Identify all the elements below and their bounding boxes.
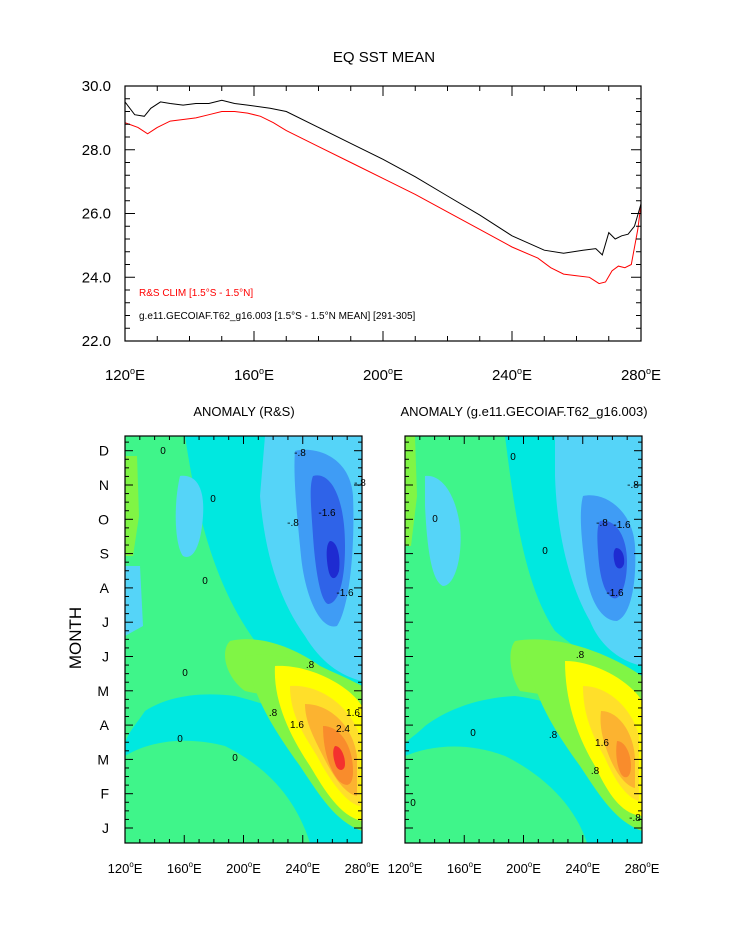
anomaly-rs-contour-labels: 0 0 0 0 0 0 -.8 -.8 -1.6 -1.6 .8 .8 1.6 2.4 1.6 -.8 (160, 446, 366, 764)
legend-entry-rs-clim: R&S CLIM [1.5°S - 1.5°N] (139, 288, 253, 299)
contour-label: 2.4 (336, 724, 350, 735)
x-tick-label: 160oE (447, 860, 482, 876)
contour-label: .8 (269, 708, 278, 719)
x-tick-label: 240oE (565, 860, 600, 876)
x-tick-label: 120oE (388, 860, 423, 876)
anomaly-rs-panel: ANOMALY (R&S) MONTH J F M A M J J A S O N D 120oE 16… (66, 404, 380, 876)
line-plot-y-tick-labels: 22.0 24.0 26.0 28.0 30.0 (82, 78, 111, 350)
month-tick-label: M (97, 751, 109, 767)
sst-line-plot: EQ SST MEAN 22.0 24.0 26.0 28.0 30.0 120oE 16… (82, 49, 661, 384)
line-plot-series (124, 99, 642, 285)
contour-label: -.8 (294, 448, 306, 459)
x-tick-label: 200oE (506, 860, 541, 876)
line-plot-title: EQ SST MEAN (333, 49, 435, 66)
contour-label: -1.6 (606, 588, 624, 599)
x-tick-label: 280oE (345, 860, 380, 876)
x-tick-label: 120oE (108, 860, 143, 876)
contour-label: -1.6 (336, 588, 354, 599)
month-tick-label: O (98, 511, 109, 527)
anomaly-model-ticks (404, 436, 643, 843)
contour-label: 0 (202, 576, 208, 587)
y-tick-label: 28.0 (82, 142, 111, 159)
x-tick-label: 120oE (105, 366, 145, 384)
anomaly-rs-ticks (124, 436, 363, 843)
line-plot-x-tick-labels: 120oE 160oE 200oE 240oE 280oE (105, 366, 661, 384)
month-tick-labels: J F M A M J J A S O N D (97, 443, 109, 836)
month-tick-label: A (100, 717, 110, 733)
contour-label: .8 (576, 650, 585, 661)
contour-label: 1.6 (595, 738, 609, 749)
anomaly-rs-title: ANOMALY (R&S) (193, 404, 294, 419)
contour-label: -.8 (627, 480, 639, 491)
series-line-model (124, 99, 642, 256)
legend-entry-model: g.e11.GECOIAF.T62_g16.003 [1.5°S - 1.5°N… (139, 311, 416, 322)
x-tick-label: 200oE (226, 860, 261, 876)
line-plot-ticks (124, 85, 642, 342)
month-tick-label: A (100, 580, 110, 596)
contour-label: 0 (232, 753, 238, 764)
contour-label: -.8 (596, 518, 608, 529)
x-tick-label: 200oE (363, 366, 403, 384)
x-tick-label: 280oE (625, 860, 660, 876)
month-tick-label: F (100, 786, 109, 802)
contour-label: 0 (510, 452, 516, 463)
x-tick-label: 160oE (167, 860, 202, 876)
contour-label: 0 (182, 668, 188, 679)
contour-label: 0 (177, 734, 183, 745)
contour-label: -.8 (287, 518, 299, 529)
contour-label: 0 (432, 514, 438, 525)
x-tick-label: 160oE (234, 366, 274, 384)
contour-label: -1.6 (318, 508, 336, 519)
anomaly-model-contour-labels: 0 0 0 0 0 -.8 -.8 -1.6 -1.6 .8 .8 .8 1.6 -.8 (410, 452, 641, 824)
contour-label: -1.6 (613, 520, 631, 531)
anomaly-model-x-tick-labels: 120oE 160oE 200oE 240oE 280oE (388, 860, 660, 876)
contour-label: 0 (542, 546, 548, 557)
anomaly-model-panel: ANOMALY (g.e11.GECOIAF.T62_g16.003) 120o… (388, 404, 660, 876)
y-tick-label: 24.0 (82, 269, 111, 286)
series-line-rs-clim (124, 111, 642, 285)
anomaly-rs-x-tick-labels: 120oE 160oE 200oE 240oE 280oE (108, 860, 380, 876)
month-tick-label: D (99, 443, 109, 459)
month-axis-label: MONTH (66, 607, 85, 669)
month-tick-label: J (102, 820, 109, 836)
line-plot-frame (124, 85, 642, 342)
contour-label: .8 (591, 766, 600, 777)
month-tick-label: J (102, 614, 109, 630)
contour-label: -.8 (629, 813, 641, 824)
x-tick-label: 240oE (285, 860, 320, 876)
contour-label: 0 (410, 798, 416, 809)
y-tick-label: 30.0 (82, 78, 111, 95)
contour-label: 0 (160, 446, 166, 457)
anomaly-model-title: ANOMALY (g.e11.GECOIAF.T62_g16.003) (400, 404, 647, 419)
contour-label: .8 (549, 730, 558, 741)
contour-label: 0 (470, 728, 476, 739)
y-tick-label: 26.0 (82, 206, 111, 223)
contour-label: -.8 (354, 478, 366, 489)
x-tick-label: 280oE (621, 366, 661, 384)
contour-label: .8 (306, 660, 315, 671)
month-tick-label: M (97, 683, 109, 699)
month-tick-label: S (100, 546, 109, 562)
y-tick-label: 22.0 (82, 333, 111, 350)
contour-label: 1.6 (346, 708, 360, 719)
month-tick-label: N (99, 477, 109, 493)
month-tick-label: J (102, 649, 109, 665)
contour-label: 0 (210, 494, 216, 505)
contour-label: 1.6 (290, 720, 304, 731)
x-tick-label: 240oE (492, 366, 532, 384)
